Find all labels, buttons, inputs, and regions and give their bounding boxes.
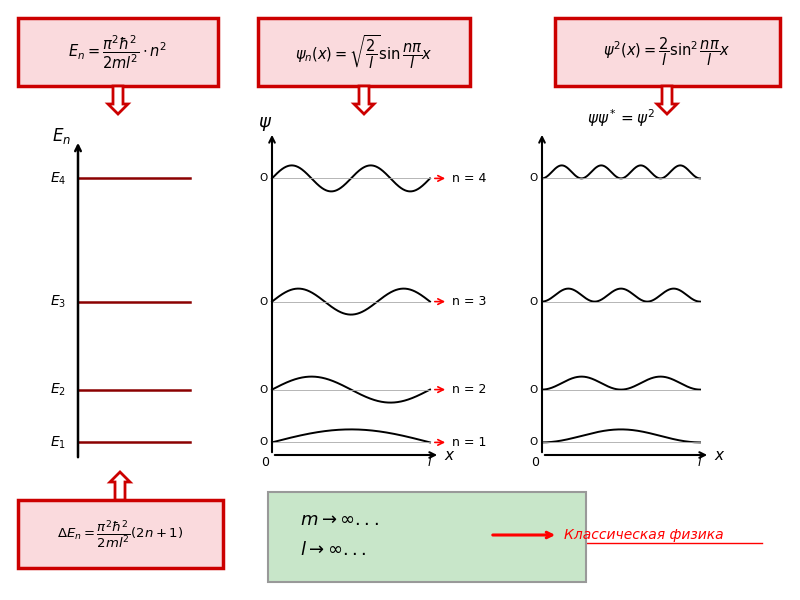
Text: $E_n = \dfrac{\pi^2\hbar^2}{2ml^2} \cdot n^2$: $E_n = \dfrac{\pi^2\hbar^2}{2ml^2} \cdot… — [69, 33, 167, 71]
Text: O: O — [529, 437, 538, 448]
Text: n = 3: n = 3 — [452, 295, 486, 308]
Text: O: O — [529, 296, 538, 307]
Text: n = 4: n = 4 — [452, 172, 486, 185]
Text: Классическая физика: Классическая физика — [564, 528, 724, 542]
FancyBboxPatch shape — [258, 18, 470, 86]
Text: $E_n$: $E_n$ — [52, 126, 71, 146]
FancyBboxPatch shape — [18, 500, 223, 568]
Text: $E_2$: $E_2$ — [50, 382, 66, 398]
Text: O: O — [259, 296, 267, 307]
Text: $\psi\psi^* = \psi^2$: $\psi\psi^* = \psi^2$ — [587, 107, 655, 129]
Polygon shape — [657, 86, 677, 114]
Text: $x$: $x$ — [714, 448, 726, 463]
FancyBboxPatch shape — [555, 18, 780, 86]
Text: $0$: $0$ — [262, 456, 270, 469]
Text: $E_4$: $E_4$ — [50, 170, 66, 187]
Polygon shape — [108, 86, 128, 114]
Text: O: O — [259, 437, 267, 448]
Text: $0$: $0$ — [531, 456, 541, 469]
Text: $l$: $l$ — [698, 455, 702, 469]
Text: $E_1$: $E_1$ — [50, 434, 66, 451]
Text: $E_3$: $E_3$ — [50, 293, 66, 310]
Text: O: O — [529, 173, 538, 184]
Text: $\psi^2(x)=\dfrac{2}{l}\sin^2\dfrac{n\pi}{l}x$: $\psi^2(x)=\dfrac{2}{l}\sin^2\dfrac{n\pi… — [603, 36, 731, 68]
Text: O: O — [529, 385, 538, 395]
Text: $x$: $x$ — [444, 448, 455, 463]
Text: $l$: $l$ — [427, 455, 433, 469]
Text: $\Delta E_n = \dfrac{\pi^2\hbar^2}{2ml^2}(2n+1)$: $\Delta E_n = \dfrac{\pi^2\hbar^2}{2ml^2… — [57, 518, 183, 550]
Text: O: O — [259, 173, 267, 184]
FancyBboxPatch shape — [268, 492, 586, 582]
Text: n = 1: n = 1 — [452, 436, 486, 449]
Text: $\psi_n(x)=\sqrt{\dfrac{2}{l}}\sin\dfrac{n\pi}{l}x$: $\psi_n(x)=\sqrt{\dfrac{2}{l}}\sin\dfrac… — [295, 33, 433, 71]
Text: $\psi$: $\psi$ — [258, 115, 272, 133]
Polygon shape — [110, 472, 130, 500]
Text: $l \to \infty...$: $l \to \infty...$ — [300, 541, 366, 559]
Polygon shape — [354, 86, 374, 114]
FancyBboxPatch shape — [18, 18, 218, 86]
Text: n = 2: n = 2 — [452, 383, 486, 396]
Text: $m \to \infty...$: $m \to \infty...$ — [300, 511, 379, 529]
Text: O: O — [259, 385, 267, 395]
